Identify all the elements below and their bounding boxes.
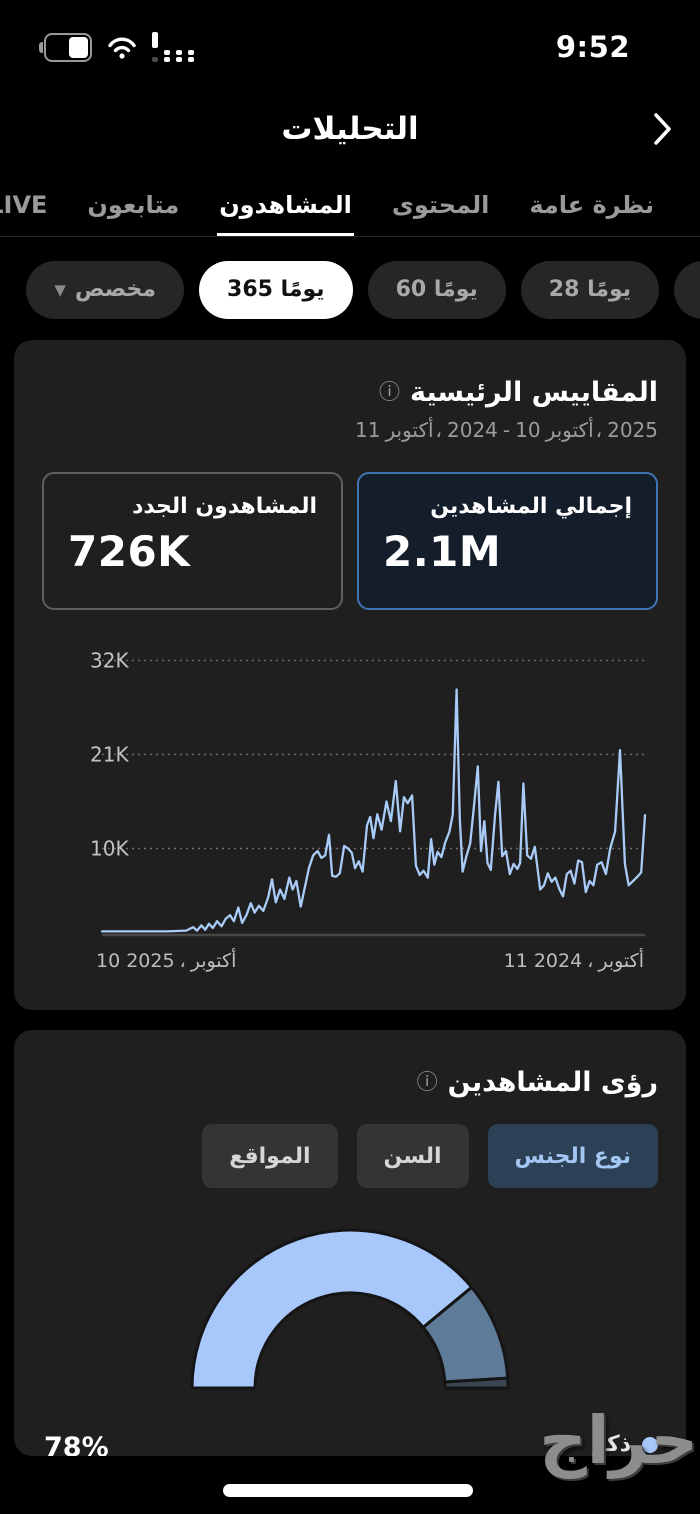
x-axis-label-part: 10 2025 (96, 950, 175, 972)
x-axis-label-part: ، (587, 950, 594, 972)
x-axis-label-part: أكتوبر (598, 950, 644, 972)
y-tick-label: 21K (90, 742, 129, 766)
header: التحليلات (0, 100, 700, 158)
cellular-signal-icon (152, 32, 196, 62)
views-line-chart: 32K 21K 10K (90, 648, 647, 937)
tab-item[interactable]: LIVE (0, 190, 48, 219)
y-tick-label: 10K (90, 837, 129, 861)
metric-value: 2.1M (383, 527, 502, 576)
insight-segment-button[interactable]: السن (356, 1124, 469, 1188)
page-title: التحليلات (281, 111, 419, 147)
info-icon[interactable]: ⓘ (378, 379, 400, 404)
battery-icon (39, 32, 92, 62)
date-range-part: 11 (355, 418, 381, 442)
tab-item[interactable]: المحتوى (391, 190, 490, 219)
x-axis-label-part: أكتوبر (190, 950, 237, 972)
date-range-part: 10 (515, 418, 541, 442)
date-range-part: ، (435, 418, 442, 442)
line-series (100, 688, 647, 933)
key-metrics-title: المقاييس الرئيسية (409, 376, 658, 408)
insight-segment-buttons: نوع الجنس السن المواقع (14, 1124, 686, 1188)
legend-label: ذكر (593, 1432, 631, 1456)
caret-down-icon: ▼ (54, 280, 66, 299)
watermark-logo: حراج (539, 1402, 698, 1479)
date-range-part: - (502, 418, 511, 442)
gauge-segment (443, 1376, 510, 1390)
gauge-legend-row: ذكر 78% (44, 1432, 658, 1456)
insights-title-row: رؤى المشاهدين ⓘ (14, 1030, 686, 1100)
tab-bar: نظرة عامة المحتوى المشاهدون متابعون LIVE (0, 176, 700, 237)
viewer-insights-card: رؤى المشاهدين ⓘ نوع الجنس السن المواقع ذكر… (14, 1030, 686, 1456)
gauge-segment (190, 1228, 474, 1390)
metric-value: 726K (68, 527, 191, 576)
back-chevron-icon[interactable] (652, 111, 674, 147)
date-range-part: أكتوبر (545, 418, 594, 442)
tab-item[interactable]: المشاهدون (217, 176, 354, 236)
metric-label: المشاهدون الجدد (132, 494, 317, 519)
home-indicator[interactable] (223, 1484, 473, 1497)
date-range-part: 2024 (447, 418, 498, 442)
status-time: 9:52 (555, 30, 630, 64)
wifi-icon (108, 37, 136, 59)
range-chip-label: مخصص (74, 277, 157, 302)
tab-item[interactable]: نظرة عامة (529, 190, 654, 219)
range-chip-partial[interactable] (674, 260, 700, 319)
x-axis-label-part: ، (179, 950, 186, 972)
date-range-part: ، (595, 418, 603, 442)
status-bar: 9:52 (0, 0, 700, 68)
y-tick-label: 32K (90, 648, 129, 672)
range-chip[interactable]: مخصص ▼ (26, 260, 185, 319)
legend-item-male: ذكر (593, 1432, 658, 1456)
tab-item[interactable]: متابعون (87, 190, 180, 219)
insight-segment-button[interactable]: المواقع (202, 1124, 338, 1188)
range-chip[interactable]: 28 يومًا (520, 260, 659, 319)
x-axis-label-part: 11 2024 (503, 950, 583, 972)
metric-tiles: إجمالي المشاهدين 2.1M المشاهدون الجدد 726K (14, 472, 686, 610)
range-chip-label: 28 يومًا (548, 277, 631, 302)
range-chip[interactable]: 365 يومًا (199, 260, 353, 319)
legend-dot (642, 1436, 658, 1453)
key-metrics-title-row: المقاييس الرئيسية ⓘ (14, 340, 686, 410)
metric-tile[interactable]: إجمالي المشاهدين 2.1M (357, 472, 658, 610)
insights-title: رؤى المشاهدين (447, 1066, 658, 1098)
metric-tile[interactable]: المشاهدون الجدد 726K (42, 472, 343, 610)
legend-value: 78% (44, 1432, 109, 1456)
chart-x-axis-labels: 10 2025 ، أكتوبر 11 2024 ، أكتوبر (14, 950, 686, 972)
date-range: 11 أكتوبر ، 2024-10 أكتوبر ، 2025 (14, 418, 686, 442)
date-range-part: 2025 (607, 418, 658, 442)
x-axis-label-right: 11 2024 ، أكتوبر (504, 950, 644, 972)
range-chip-label: 60 يومًا (395, 277, 478, 302)
gender-half-donut-chart (190, 1228, 510, 1390)
range-chip-label: 365 يومًا (227, 277, 325, 302)
range-chip[interactable]: 60 يومًا (367, 260, 506, 319)
info-icon[interactable]: ⓘ (416, 1069, 438, 1094)
x-axis-label-left: 10 2025 ، أكتوبر (96, 950, 236, 972)
metric-label: إجمالي المشاهدين (430, 494, 632, 519)
insight-segment-button[interactable]: نوع الجنس (487, 1124, 658, 1188)
status-icons (39, 32, 196, 62)
date-range-part: أكتوبر (385, 418, 434, 442)
range-chip-row: 28 يومًا 60 يومًا 365 يومًا مخصص ▼ (0, 260, 700, 319)
key-metrics-card: المقاييس الرئيسية ⓘ 11 أكتوبر ، 2024-10 أكتو… (14, 340, 686, 1010)
